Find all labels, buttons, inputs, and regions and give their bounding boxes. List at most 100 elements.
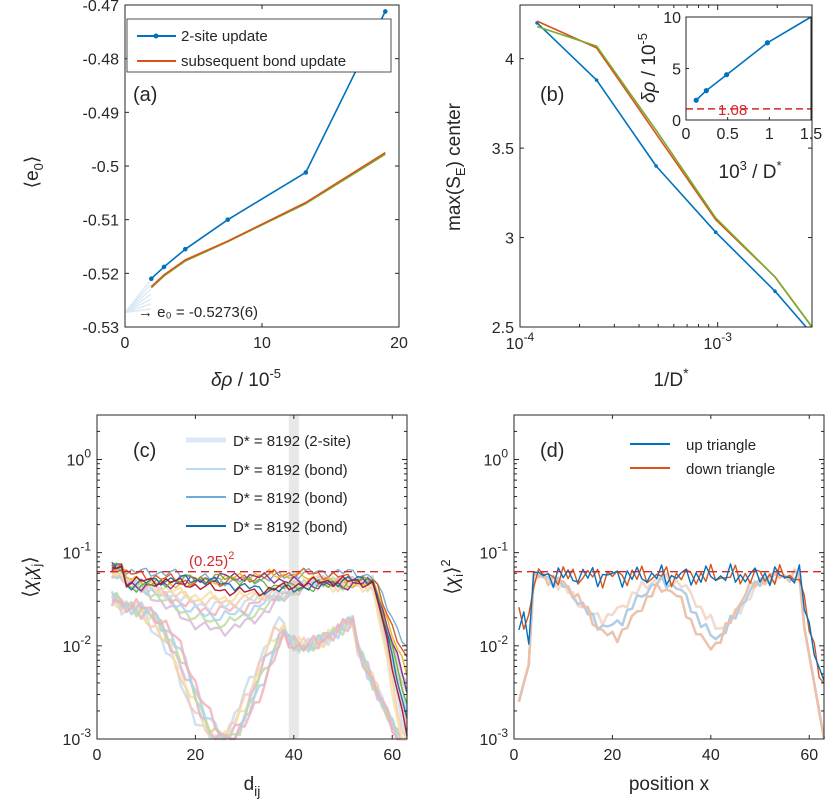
data-point-b bbox=[654, 164, 658, 168]
series-line-subsequent-bond-update bbox=[150, 151, 386, 288]
data-point-2site bbox=[303, 170, 309, 175]
x-tick-label: 40 bbox=[702, 747, 720, 764]
panel-c: 0 20 40 60 10-3 10-2 10-1 100 (c) D* = 8192 (2-… bbox=[20, 414, 409, 799]
inset-y-tick-label: 10 bbox=[663, 10, 681, 27]
correlation-curve-upper bbox=[111, 565, 408, 737]
panel-d: 0 20 40 60 10-3 10-2 10-1 100 (d) up triangle d… bbox=[438, 414, 826, 795]
y-tick-label: -0.51 bbox=[83, 213, 120, 230]
inset-ylabel: δρ / 10-5 bbox=[635, 33, 660, 103]
series-line-b-2 bbox=[536, 25, 813, 328]
data-point-2site bbox=[225, 217, 231, 222]
panel-c-ylabel: ⟨χiχj⟩ bbox=[20, 556, 44, 597]
inset-x-tick-label: 0 bbox=[682, 126, 691, 143]
panel-c-label: (c) bbox=[133, 440, 156, 462]
extrapolation-fit-line bbox=[124, 308, 152, 314]
x-tick-label: 20 bbox=[390, 335, 408, 352]
legend-label-up: up triangle bbox=[686, 437, 756, 454]
panel-b-xlabel: 1/D* bbox=[653, 365, 689, 391]
y-tick-label: 2.5 bbox=[492, 320, 514, 337]
inset-data-point bbox=[764, 40, 771, 46]
inset-background bbox=[686, 17, 811, 120]
x-tick-label: 60 bbox=[383, 747, 401, 764]
profile-curve-light bbox=[517, 568, 826, 740]
y-tick-label: -0.49 bbox=[83, 105, 120, 122]
panel-a-legend-box bbox=[126, 18, 392, 73]
legend-label-c4: D* = 8192 (bond) bbox=[233, 519, 348, 536]
x-tick-label: 0 bbox=[121, 335, 130, 352]
legend-label-2site: 2-site update bbox=[181, 28, 268, 45]
y-tick-label: 3.5 bbox=[492, 141, 514, 158]
inset-ticks: 0 0.5 1 1.5 0 5 10 bbox=[663, 10, 822, 143]
correlation-curve-upper bbox=[111, 563, 408, 693]
profile-curve-light bbox=[517, 568, 826, 740]
profile-curve-down-triangle bbox=[518, 563, 825, 684]
y-tick-label: 10-3 bbox=[480, 726, 509, 749]
panel-a-ticks: 0 10 20 -0.53 -0.52 -0.51 -0.5 -0.49 -0.48 -0.47 bbox=[83, 0, 408, 352]
panel-c-axes-frame bbox=[96, 414, 408, 740]
data-point-b bbox=[594, 78, 599, 82]
inset-y-tick-label: 5 bbox=[672, 62, 681, 79]
y-tick-label: 4 bbox=[505, 52, 514, 69]
panel-b-label: (b) bbox=[540, 84, 564, 106]
legend-label-down: down triangle bbox=[686, 461, 775, 478]
panel-a: 0 10 20-0.53-0.52-0.51-0.5-0.49-0.48-0.47 … bbox=[22, 0, 408, 391]
y-tick-label: -0.47 bbox=[83, 0, 120, 15]
x-tick-label: 20 bbox=[604, 747, 622, 764]
y-tick-label: 100 bbox=[67, 446, 92, 469]
panel-c-xlabel: dij bbox=[244, 774, 261, 799]
profile-curve-light bbox=[517, 568, 826, 740]
legend-label-c3: D* = 8192 (bond) bbox=[233, 490, 348, 507]
inset-data-point bbox=[693, 97, 699, 103]
series-line-b-0 bbox=[536, 22, 807, 328]
inset-x-tick-label: 1 bbox=[765, 126, 774, 143]
panel-a-data-layer bbox=[124, 9, 388, 314]
legend-label-bond: subsequent bond update bbox=[181, 53, 346, 70]
hline-label-c: (0.25)2 bbox=[189, 550, 234, 570]
correlation-curve-lower bbox=[111, 598, 407, 741]
correlation-curve-lower bbox=[110, 595, 407, 741]
panel-b-axes-frame bbox=[519, 4, 813, 328]
y-tick-label: 10-3 bbox=[63, 726, 92, 749]
legend-label-c2: D* = 8192 (bond) bbox=[233, 462, 348, 479]
y-tick-label: -0.48 bbox=[83, 52, 120, 69]
inset-x-tick-label: 1.5 bbox=[800, 126, 822, 143]
y-tick-label: 10-2 bbox=[63, 633, 92, 656]
inset-data-point bbox=[724, 72, 730, 78]
panel-d-data-layer bbox=[514, 563, 826, 740]
extrapolation-annotation: → e₀ = -0.5273(6) bbox=[138, 304, 258, 321]
y-tick-label: -0.53 bbox=[83, 320, 120, 337]
inset-data-layer bbox=[686, 16, 812, 110]
x-tick-label: 20 bbox=[187, 747, 205, 764]
profile-curve-up-triangle bbox=[518, 563, 825, 681]
y-tick-label: -0.52 bbox=[83, 266, 120, 283]
data-point-2site bbox=[383, 9, 388, 14]
extrapolation-fit-line bbox=[124, 288, 152, 313]
panel-b-data-layer bbox=[535, 20, 813, 328]
inset-xlabel: 103 / D* bbox=[719, 158, 782, 183]
x-tick-label: 0 bbox=[510, 747, 519, 764]
profile-curve-light bbox=[517, 568, 826, 740]
panel-a-label: (a) bbox=[133, 84, 157, 106]
inset-x-tick-label: 0.5 bbox=[717, 126, 739, 143]
correlation-curve-upper bbox=[111, 564, 408, 647]
y-tick-label: 3 bbox=[505, 231, 514, 248]
legend-marker-2site bbox=[153, 33, 159, 39]
inset-y-tick-label: 0 bbox=[672, 113, 681, 130]
series-line-2-site-update bbox=[150, 11, 387, 280]
data-point-2site bbox=[149, 276, 154, 282]
y-tick-label: 100 bbox=[484, 446, 509, 469]
extrapolation-fit-line bbox=[124, 293, 152, 314]
data-point-b bbox=[773, 289, 777, 294]
correlation-curve-upper bbox=[111, 561, 408, 719]
y-tick-label: 10-1 bbox=[480, 540, 509, 563]
panel-a-ylabel: ⟨e0⟩ bbox=[22, 156, 46, 189]
panel-c-data-layer bbox=[97, 415, 409, 741]
inset-hline-label: 1.08 bbox=[718, 102, 747, 119]
y-tick-label: 10-1 bbox=[63, 540, 92, 563]
panel-d-axes-frame bbox=[513, 414, 825, 740]
legend-label-c1: D* = 8192 (2-site) bbox=[233, 433, 351, 450]
panel-a-xlabel: δρ / 10-5 bbox=[211, 366, 281, 391]
x-tick-label: 0 bbox=[93, 747, 102, 764]
data-point-2site bbox=[161, 264, 167, 270]
